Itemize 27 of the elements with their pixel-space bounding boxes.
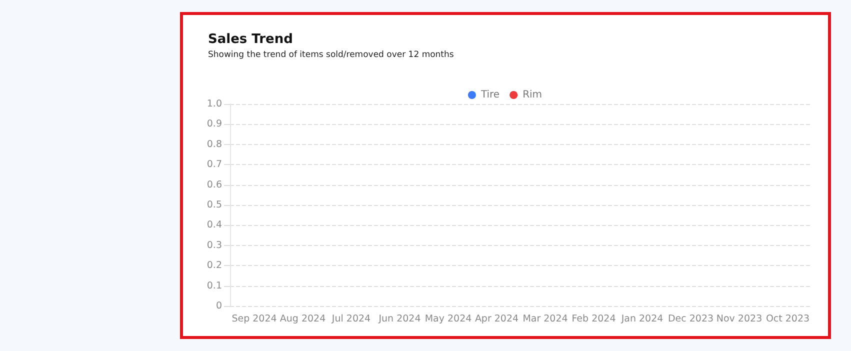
x-tick-label: Sep 2024 xyxy=(232,314,277,324)
chart-title: Sales Trend xyxy=(208,32,293,47)
y-tick-label: 1.0 xyxy=(206,98,222,110)
x-tick-label: Oct 2023 xyxy=(766,314,810,324)
x-tick-label: Jan 2024 xyxy=(620,314,664,324)
x-tick-label: Feb 2024 xyxy=(572,314,616,324)
legend-label: Tire xyxy=(480,90,500,100)
y-tick-label: 0.1 xyxy=(206,280,222,292)
y-tick-label: 0.7 xyxy=(206,159,222,170)
y-tick-label: 0.9 xyxy=(206,118,222,130)
y-tick-label: 0.3 xyxy=(206,240,222,251)
y-tick-label: 0.2 xyxy=(206,260,222,272)
x-tick-label: Aug 2024 xyxy=(280,314,326,324)
x-tick-label: Nov 2023 xyxy=(716,314,762,324)
x-tick-label: Jul 2024 xyxy=(330,314,371,324)
legend-label: Rim xyxy=(522,90,542,100)
chart-subtitle: Showing the trend of items sold/removed over 12 months xyxy=(208,50,454,60)
x-tick-label: Apr 2024 xyxy=(474,314,519,324)
y-tick-label: 0.8 xyxy=(206,138,222,150)
y-tick-label: 0.4 xyxy=(206,220,222,231)
y-tick-label: 0 xyxy=(216,300,222,312)
x-tick-label: Jun 2024 xyxy=(378,314,421,324)
x-tick-label: Mar 2024 xyxy=(522,314,568,324)
y-tick-label: 0.6 xyxy=(206,179,222,190)
y-tick-label: 0.5 xyxy=(206,200,222,210)
x-tick-label: May 2024 xyxy=(424,314,472,324)
x-tick-label: Dec 2023 xyxy=(668,314,714,324)
